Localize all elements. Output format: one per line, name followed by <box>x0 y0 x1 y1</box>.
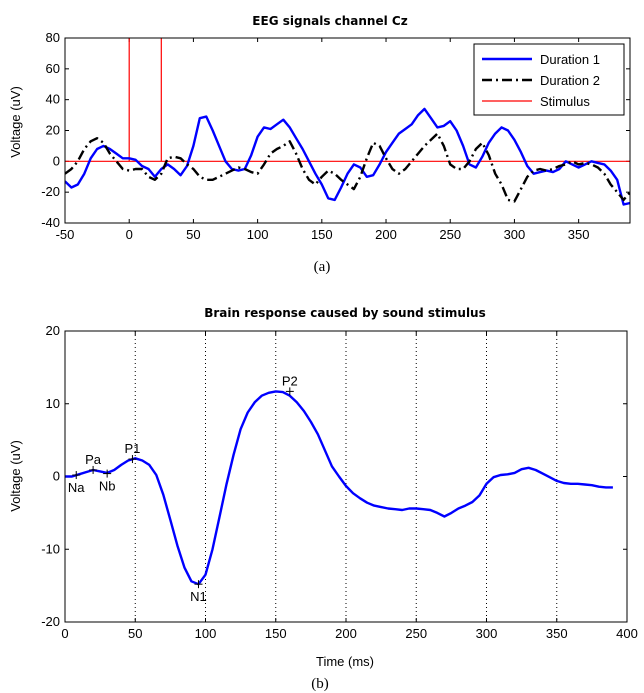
x-tick-label: 200 <box>335 626 357 641</box>
chart-a-axes-frame <box>64 37 631 224</box>
annotation-label: P2 <box>282 373 298 388</box>
x-tick-label: 0 <box>126 227 133 242</box>
x-tick-label: 250 <box>405 626 427 641</box>
x-tick-label: 50 <box>128 626 142 641</box>
chart-a-ticks: -50 0 50 100 150 200 250 300 350 -40 -20 0 20 40 60 80 <box>41 30 630 242</box>
y-tick-label: -20 <box>41 184 60 199</box>
chart-a-caption: (a) <box>314 259 331 275</box>
y-tick-label: 0 <box>53 469 60 484</box>
y-tick-label: -10 <box>41 541 60 556</box>
y-tick-label: -20 <box>41 614 60 629</box>
series-line-stimulus <box>65 38 630 162</box>
annotation-label: P1 <box>124 441 140 456</box>
x-tick-label: 150 <box>311 227 333 242</box>
chart-a: EEG signals channel Cz Voltage (uV) -50 0… <box>8 14 631 275</box>
x-tick-label: 200 <box>375 227 397 242</box>
x-tick-label: 150 <box>265 626 287 641</box>
annotation-label: Na <box>68 480 85 495</box>
annotation-label: N1 <box>190 589 207 604</box>
y-tick-label: 60 <box>46 61 60 76</box>
annotation-label: Nb <box>99 479 116 494</box>
x-tick-label: -50 <box>56 227 75 242</box>
x-tick-label: 350 <box>568 227 590 242</box>
chart-b-ticks: 0 50 100 150 200 250 300 350 400 -20 -10 0 10 20 <box>41 323 638 641</box>
chart-b-axes-frame <box>64 330 628 623</box>
chart-a-series <box>65 38 630 206</box>
y-tick-label: -40 <box>41 215 60 230</box>
y-tick-label: 40 <box>46 92 60 107</box>
series-line-duration-1 <box>65 107 630 206</box>
legend-label: Duration 2 <box>540 73 600 88</box>
legend-box <box>473 43 625 116</box>
legend-label: Duration 1 <box>540 52 600 67</box>
legend-label: Stimulus <box>540 94 590 109</box>
chart-b-reference-lines <box>134 331 558 622</box>
chart-b-xlabel: Time (ms) <box>316 654 374 669</box>
y-tick-label: 20 <box>46 323 60 338</box>
y-tick-label: 10 <box>46 396 60 411</box>
y-tick-label: 20 <box>46 123 60 138</box>
series-line-series <box>65 390 613 586</box>
chart-b-series <box>65 390 613 586</box>
series-line-duration-2 <box>65 132 630 203</box>
x-tick-label: 50 <box>186 227 200 242</box>
chart-a-legend: Duration 1 Duration 2 Stimulus <box>473 43 625 116</box>
x-tick-label: 300 <box>504 227 526 242</box>
chart-b-ylabel: Voltage (uV) <box>8 440 23 512</box>
chart-b-title: Brain response caused by sound stimulus <box>204 306 486 320</box>
chart-b: Brain response caused by sound stimulus … <box>8 306 638 692</box>
y-tick-label: 0 <box>53 153 60 168</box>
x-tick-label: 0 <box>61 626 68 641</box>
x-tick-label: 250 <box>439 227 461 242</box>
x-tick-label: 100 <box>195 626 217 641</box>
chart-b-caption: (b) <box>311 676 329 692</box>
chart-a-ylabel: Voltage (uV) <box>8 86 23 158</box>
chart-a-title: EEG signals channel Cz <box>252 14 407 28</box>
x-tick-label: 100 <box>247 227 269 242</box>
x-tick-label: 300 <box>476 626 498 641</box>
x-tick-label: 350 <box>546 626 568 641</box>
y-tick-label: 80 <box>46 30 60 45</box>
annotation-label: Pa <box>85 452 102 467</box>
x-tick-label: 400 <box>616 626 638 641</box>
